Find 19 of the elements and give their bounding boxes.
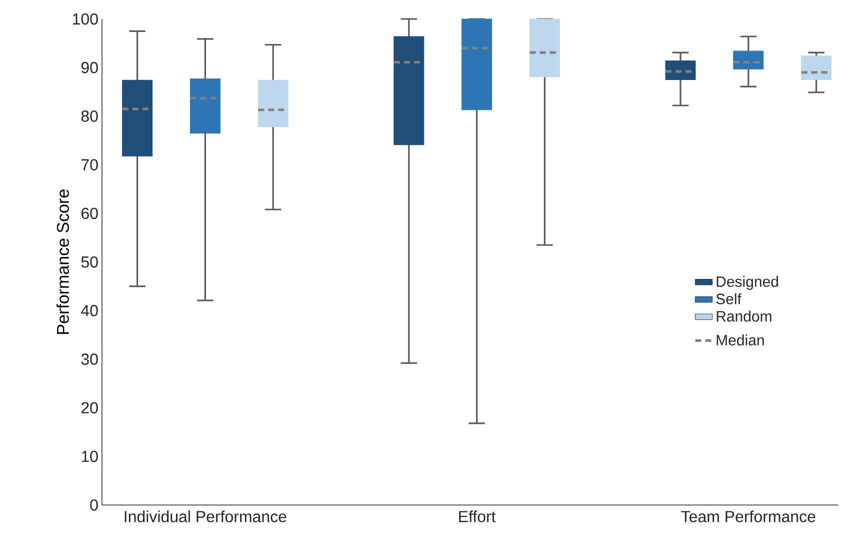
legend-label: Self bbox=[716, 293, 742, 304]
y-tick-label: 100 bbox=[73, 13, 98, 25]
y-tick-label: 50 bbox=[81, 256, 98, 268]
y-tick-label: 40 bbox=[81, 304, 98, 316]
y-tick-label: 90 bbox=[81, 62, 98, 74]
y-tick-label: 80 bbox=[81, 110, 98, 122]
annotation: Median bbox=[716, 334, 764, 346]
legend-label: Designed bbox=[716, 276, 778, 290]
y-tick-label: 20 bbox=[81, 402, 98, 414]
y-axis-title: Performance Score bbox=[56, 190, 69, 334]
legend-label: Random bbox=[716, 310, 772, 322]
y-tick-label: 10 bbox=[82, 450, 98, 462]
y-tick-label: 60 bbox=[81, 208, 98, 220]
x-tick-label: Individual Performance bbox=[124, 510, 286, 522]
y-tick-label: 0 bbox=[90, 499, 98, 511]
x-tick-label: Team Performance bbox=[681, 510, 816, 522]
x-tick-label: Effort bbox=[459, 510, 496, 522]
y-tick-label: 70 bbox=[82, 159, 98, 170]
y-tick-label: 30 bbox=[81, 354, 98, 365]
